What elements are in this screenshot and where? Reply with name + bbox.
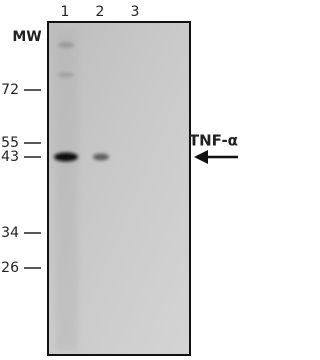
faint-band — [58, 72, 74, 78]
target-label: TNF-α — [189, 132, 238, 150]
lane-label: 2 — [96, 4, 105, 20]
mw-label: MW — [12, 29, 41, 45]
page: 1 2 3 MW 72 55 43 34 26 TNF-α (() => { c… — [1, 4, 238, 356]
faint-band — [58, 42, 74, 48]
lane-smear — [56, 30, 78, 350]
marker-label: 43 — [1, 149, 19, 165]
marker-label: 26 — [1, 260, 19, 276]
lane-label: 3 — [131, 4, 140, 20]
marker-label: 72 — [1, 82, 19, 98]
blot-figure: 1 2 3 MW 72 55 43 34 26 TNF-α — [1, 4, 238, 356]
arrow-head — [194, 150, 208, 164]
band-lane-1 — [54, 152, 78, 162]
band-lane-2 — [93, 153, 109, 161]
marker-label: 34 — [1, 225, 19, 241]
marker-label: 55 — [1, 135, 19, 151]
lane-label: 1 — [61, 4, 70, 20]
